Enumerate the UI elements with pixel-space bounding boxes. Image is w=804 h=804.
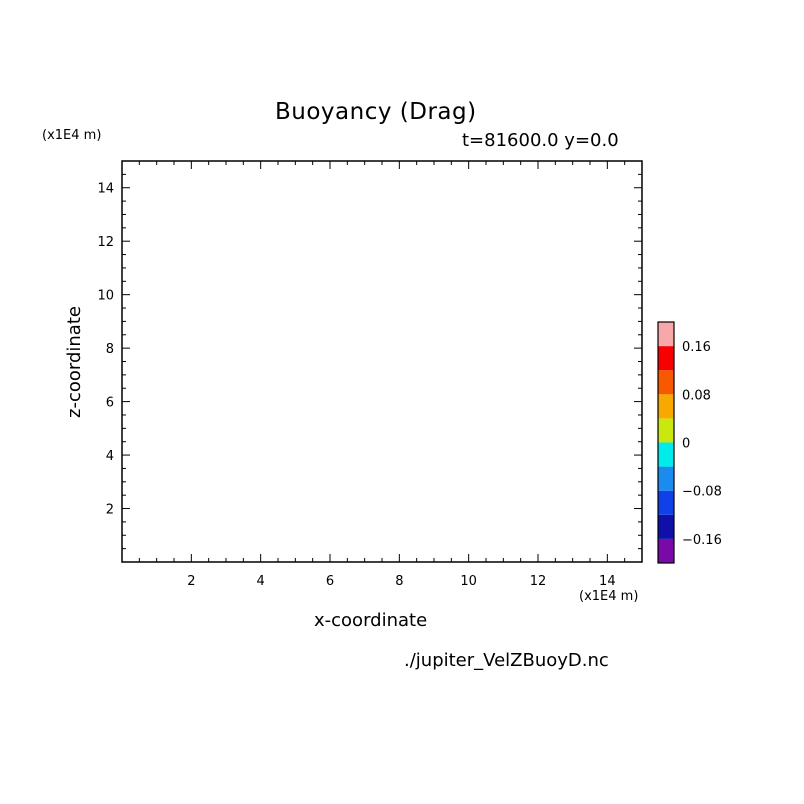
colorbar-swatch (658, 346, 674, 371)
plot-frame (121, 160, 643, 563)
colorbar-swatch (658, 538, 674, 563)
colorbar-swatch (658, 322, 674, 347)
plot-area-border (121, 160, 643, 563)
colorbar-border (657, 321, 675, 564)
x-tick-label: 10 (460, 574, 477, 589)
source-filename: ./jupiter_VelZBuoyD.nc (404, 650, 609, 671)
y-tick-label: 14 (97, 182, 114, 197)
x-tick-label: 12 (530, 574, 547, 589)
y-tick-label: 2 (106, 503, 114, 518)
y-tick-label: 6 (106, 396, 114, 411)
colorbar-swatch (658, 370, 674, 395)
y-tick-label: 12 (97, 235, 114, 250)
colorbar-swatch (658, 490, 674, 515)
y-axis-unit: (x1E4 m) (42, 128, 102, 143)
y-tick-label: 8 (106, 342, 114, 357)
y-tick-label: 10 (97, 289, 114, 304)
chart-title: Buoyancy (Drag) (275, 99, 477, 125)
colorbar-tick-label: −0.08 (682, 485, 722, 500)
colorbar-swatch (658, 418, 674, 443)
x-tick-label: 2 (187, 574, 195, 589)
x-axis-label: x-coordinate (314, 610, 428, 631)
colorbar: −0.16 −0.08 0 0.08 0.16 (657, 321, 722, 564)
x-tick-label: 6 (326, 574, 334, 589)
y-axis-label: z-coordinate (64, 306, 85, 418)
colorbar-swatch (658, 466, 674, 491)
x-axis-ticks: 2 4 6 8 10 12 14 (138, 161, 626, 589)
x-tick-label: 4 (257, 574, 265, 589)
chart-subtitle: t=81600.0 y=0.0 (462, 130, 619, 151)
x-tick-label: 8 (395, 574, 403, 589)
colorbar-tick-label: 0.08 (682, 388, 711, 403)
colorbar-tick-label: 0.16 (682, 340, 711, 355)
x-tick-label: 14 (599, 574, 616, 589)
y-tick-label: 4 (106, 449, 114, 464)
x-axis-unit: (x1E4 m) (579, 589, 639, 604)
colorbar-tick-label: 0 (682, 437, 690, 452)
colorbar-swatch (658, 394, 674, 419)
y-axis-ticks: 2 4 6 8 10 12 14 (97, 173, 642, 550)
colorbar-swatch (658, 442, 674, 467)
colorbar-swatch (658, 514, 674, 539)
colorbar-tick-label: −0.16 (682, 533, 722, 548)
